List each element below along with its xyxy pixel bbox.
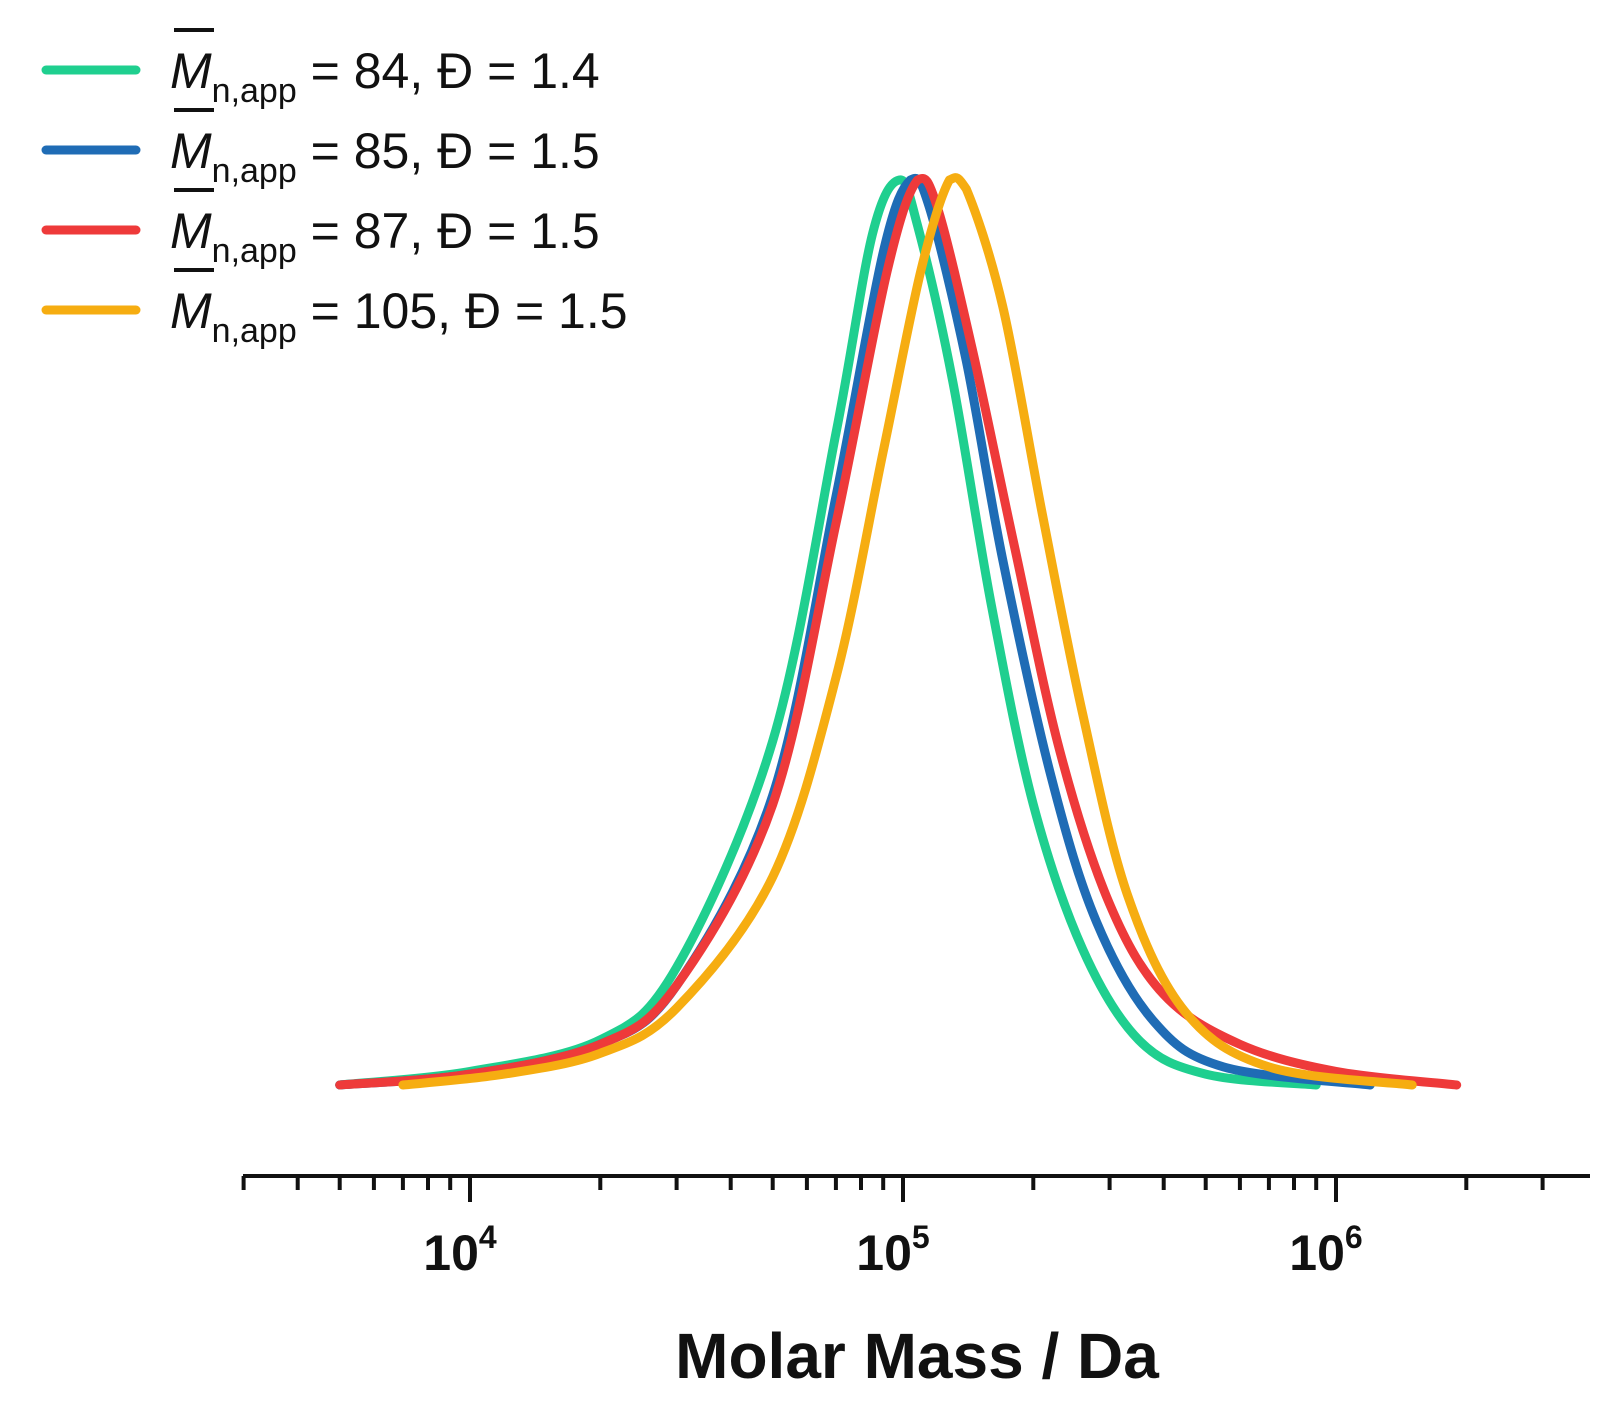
series-line-4	[398, 173, 1417, 1090]
legend-label: Mn,app = 84, Đ = 1.4	[170, 43, 600, 110]
x-tick-label: 106	[1289, 1219, 1362, 1281]
legend-label: Mn,app = 105, Đ = 1.5	[170, 283, 628, 350]
legend: Mn,app = 84, Đ = 1.4 Mn,app = 85, Đ = 1.5…	[41, 28, 628, 350]
legend-entry-2: Mn,app = 85, Đ = 1.5	[41, 108, 600, 190]
legend-label: Mn,app = 85, Đ = 1.5	[170, 123, 600, 190]
x-tick-label: 105	[856, 1219, 929, 1281]
legend-entry-1: Mn,app = 84, Đ = 1.4	[41, 28, 600, 110]
series-curves	[335, 173, 1462, 1090]
legend-label: Mn,app = 87, Đ = 1.5	[170, 203, 600, 270]
x-axis-title: Molar Mass / Da	[675, 1320, 1159, 1392]
series-line-1	[335, 175, 1321, 1090]
x-axis-ticks	[241, 1176, 1545, 1202]
x-tick-label: 104	[423, 1219, 497, 1281]
x-axis-tick-labels: 104 105 106	[423, 1219, 1362, 1281]
legend-entry-4: Mn,app = 105, Đ = 1.5	[41, 268, 628, 350]
legend-entry-3: Mn,app = 87, Đ = 1.5	[41, 188, 600, 270]
